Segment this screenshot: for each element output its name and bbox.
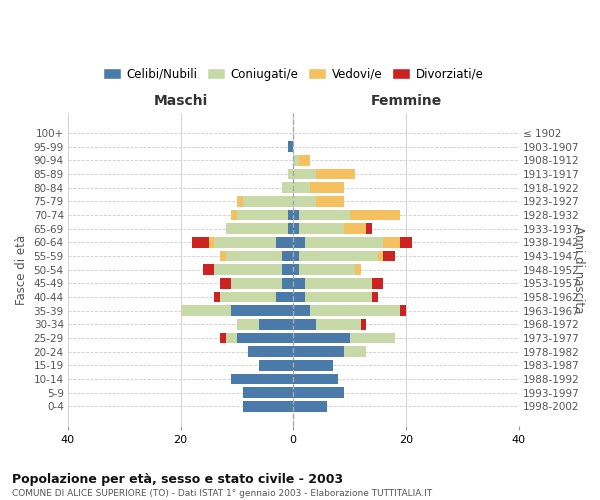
Bar (293, 319, 316, 330)
Bar (214, 292, 220, 302)
Bar (242, 196, 293, 206)
Text: COMUNE DI ALICE SUPERIORE (TO) - Dati ISTAT 1° gennaio 2003 - Elaborazione TUTTI: COMUNE DI ALICE SUPERIORE (TO) - Dati IS… (12, 489, 432, 498)
Bar (293, 264, 299, 275)
Bar (220, 292, 277, 302)
Bar (378, 250, 383, 262)
Bar (293, 346, 344, 357)
Y-axis label: Anni di nascita: Anni di nascita (572, 226, 585, 314)
Bar (287, 210, 293, 220)
Bar (299, 210, 350, 220)
Bar (299, 155, 310, 166)
Bar (293, 278, 305, 288)
Bar (293, 360, 332, 370)
Bar (287, 168, 293, 179)
Bar (316, 168, 355, 179)
Bar (226, 332, 237, 344)
Bar (277, 237, 293, 248)
Bar (400, 237, 412, 248)
Bar (242, 401, 293, 412)
Bar (231, 210, 237, 220)
Bar (293, 196, 316, 206)
Bar (305, 292, 372, 302)
Legend: Celibi/Nubili, Coniugati/e, Vedovi/e, Divorziati/e: Celibi/Nubili, Coniugati/e, Vedovi/e, Di… (98, 63, 488, 86)
Bar (400, 306, 406, 316)
Bar (310, 306, 400, 316)
Bar (214, 237, 277, 248)
Bar (282, 264, 293, 275)
Bar (299, 250, 378, 262)
Bar (259, 319, 293, 330)
Bar (293, 250, 299, 262)
Bar (350, 210, 400, 220)
Bar (293, 224, 299, 234)
Bar (372, 292, 378, 302)
Bar (259, 360, 293, 370)
Bar (293, 374, 338, 384)
Bar (282, 182, 293, 193)
Bar (383, 237, 400, 248)
Bar (316, 196, 344, 206)
Bar (287, 142, 293, 152)
Bar (293, 237, 305, 248)
Bar (350, 332, 395, 344)
Bar (316, 319, 361, 330)
Bar (226, 250, 282, 262)
Bar (372, 278, 383, 288)
Bar (361, 319, 367, 330)
Bar (293, 210, 299, 220)
Bar (293, 292, 305, 302)
Bar (282, 278, 293, 288)
Text: Popolazione per età, sesso e stato civile - 2003: Popolazione per età, sesso e stato civil… (12, 472, 343, 486)
Y-axis label: Fasce di età: Fasce di età (15, 234, 28, 304)
Bar (305, 278, 372, 288)
Bar (231, 278, 282, 288)
Bar (383, 250, 395, 262)
Bar (293, 182, 310, 193)
Bar (293, 306, 310, 316)
Bar (310, 182, 344, 193)
Bar (299, 224, 344, 234)
Bar (305, 237, 383, 248)
Bar (220, 250, 226, 262)
Bar (287, 224, 293, 234)
Bar (214, 264, 282, 275)
Bar (231, 374, 293, 384)
Bar (203, 264, 214, 275)
Text: Maschi: Maschi (154, 94, 208, 108)
Bar (282, 250, 293, 262)
Bar (220, 278, 231, 288)
Bar (367, 224, 372, 234)
Bar (181, 306, 231, 316)
Bar (242, 388, 293, 398)
Bar (344, 224, 367, 234)
Bar (355, 264, 361, 275)
Bar (231, 306, 293, 316)
Bar (237, 210, 287, 220)
Bar (220, 332, 226, 344)
Bar (237, 319, 259, 330)
Bar (299, 264, 355, 275)
Bar (293, 332, 350, 344)
Bar (344, 346, 367, 357)
Bar (293, 155, 299, 166)
Bar (248, 346, 293, 357)
Bar (277, 292, 293, 302)
Bar (293, 388, 344, 398)
Bar (293, 168, 316, 179)
Text: Femmine: Femmine (370, 94, 442, 108)
Bar (192, 237, 209, 248)
Bar (237, 196, 242, 206)
Bar (209, 237, 214, 248)
Bar (293, 401, 327, 412)
Bar (237, 332, 293, 344)
Bar (226, 224, 287, 234)
